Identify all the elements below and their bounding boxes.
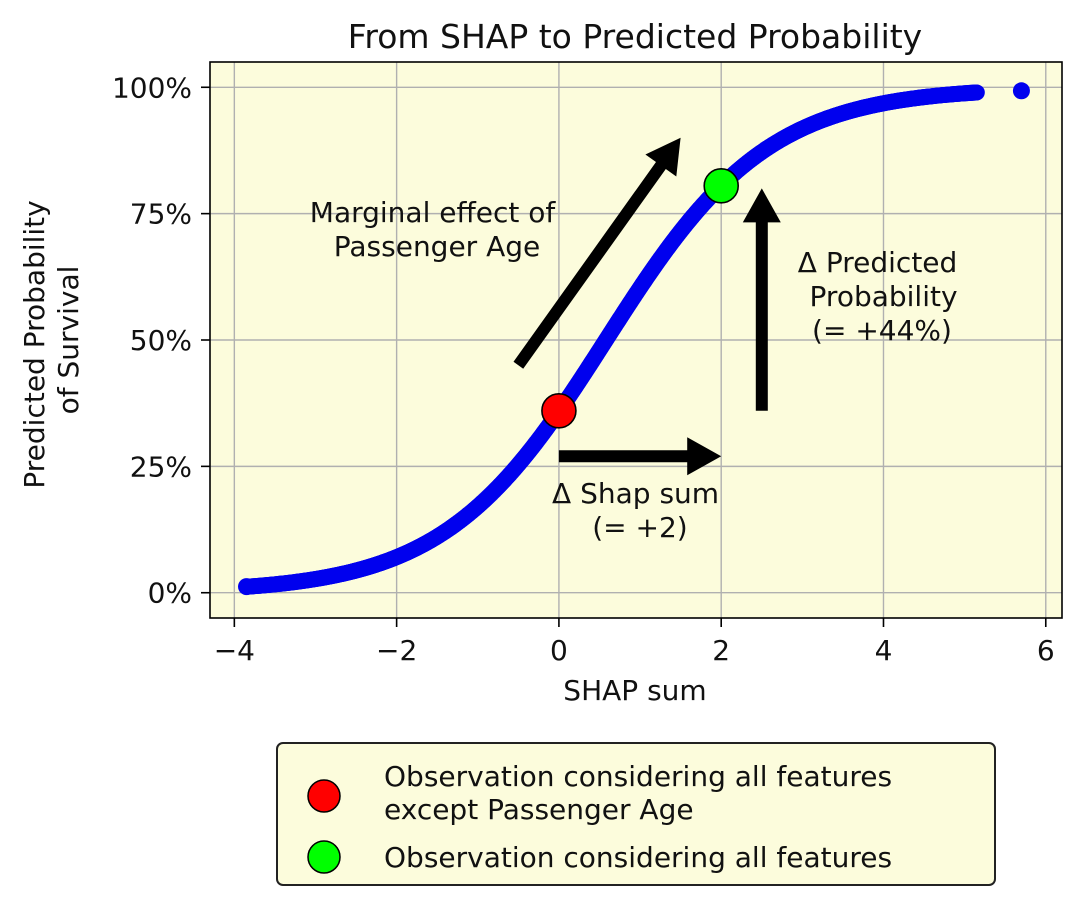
y-tick-label: 50% <box>130 324 192 357</box>
x-tick-label: 4 <box>875 634 893 667</box>
y-tick-label: 75% <box>130 198 192 231</box>
x-tick-label: −4 <box>214 634 255 667</box>
data-point <box>968 84 985 101</box>
legend-marker-green <box>307 840 341 874</box>
highlight-point-green <box>703 168 740 204</box>
highlight-points <box>541 168 740 429</box>
arrows <box>513 137 781 476</box>
arrow-delta-shap <box>558 437 722 476</box>
grid <box>210 62 1062 618</box>
data-point-outlier <box>1012 82 1030 100</box>
annotation-delta-probability: Δ Predicted Probability (= +44%) <box>798 246 967 347</box>
x-tick-label: 2 <box>712 634 730 667</box>
y-tick-label: 100% <box>112 71 192 104</box>
x-tick-label: −2 <box>376 634 417 667</box>
y-tick-label: 0% <box>148 577 192 610</box>
legend-box <box>276 742 996 886</box>
legend-label-red: Observation considering all features exc… <box>384 760 901 826</box>
annotation-delta-shap: Δ Shap sum (= +2) <box>552 477 728 544</box>
arrow-delta-probability <box>742 188 781 411</box>
y-tick-label: 25% <box>130 450 192 483</box>
legend-label-green: Observation considering all features <box>384 841 892 874</box>
arrow-marginal-effect <box>513 137 681 369</box>
data-curve <box>238 82 1030 596</box>
legend: Observation considering all features exc… <box>276 742 996 886</box>
highlight-point-red <box>541 392 577 429</box>
annotation-marginal-effect: Marginal effect of Passenger Age <box>310 196 564 263</box>
chart-title: From SHAP to Predicted Probability <box>348 17 922 56</box>
legend-marker-red <box>307 779 341 813</box>
x-tick-label: 6 <box>1037 634 1055 667</box>
x-axis-label: SHAP sum <box>563 674 706 707</box>
x-tick-label: 0 <box>550 634 568 667</box>
y-axis-label: Predicted Probability of Survival <box>18 191 85 488</box>
axis-ticks: −4 −2 0 2 4 6 0% 25% 50% 75% 100% <box>112 71 1055 667</box>
data-point-outlier <box>238 578 256 596</box>
